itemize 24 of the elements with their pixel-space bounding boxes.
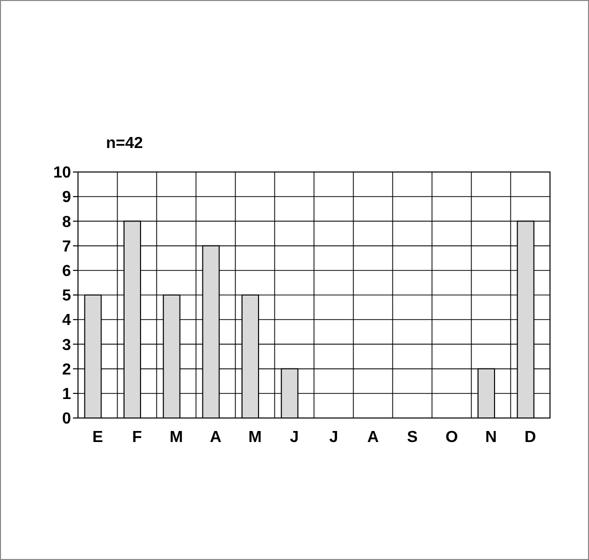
x-tick-label: N <box>485 429 497 446</box>
x-tick-label: A <box>367 429 380 446</box>
chart-title: n=42 <box>106 135 144 152</box>
x-tick-label: E <box>92 429 104 446</box>
x-tick-label: F <box>132 429 142 446</box>
x-tick-label: D <box>524 429 536 446</box>
x-tick-label: J <box>290 429 299 446</box>
y-tick-label: 9 <box>62 189 72 206</box>
y-tick-label: 3 <box>62 336 72 354</box>
y-tick-label: 6 <box>62 263 72 280</box>
y-tick-label: 0 <box>62 410 72 428</box>
y-tick-label: 2 <box>62 361 72 378</box>
y-tick-label: 5 <box>62 288 72 305</box>
y-tick-label: 4 <box>62 312 72 330</box>
x-tick-label: A <box>210 429 222 446</box>
y-tick-label: 10 <box>53 164 72 182</box>
x-tick-label: O <box>445 429 458 446</box>
y-tick-label: 8 <box>62 214 72 231</box>
x-tick-label: S <box>406 429 418 446</box>
x-tick-label: J <box>329 429 338 446</box>
x-tick-label: M <box>248 429 262 446</box>
y-tick-label: 1 <box>62 386 72 403</box>
x-tick-label: M <box>170 429 183 446</box>
y-tick-label: 7 <box>62 238 72 256</box>
